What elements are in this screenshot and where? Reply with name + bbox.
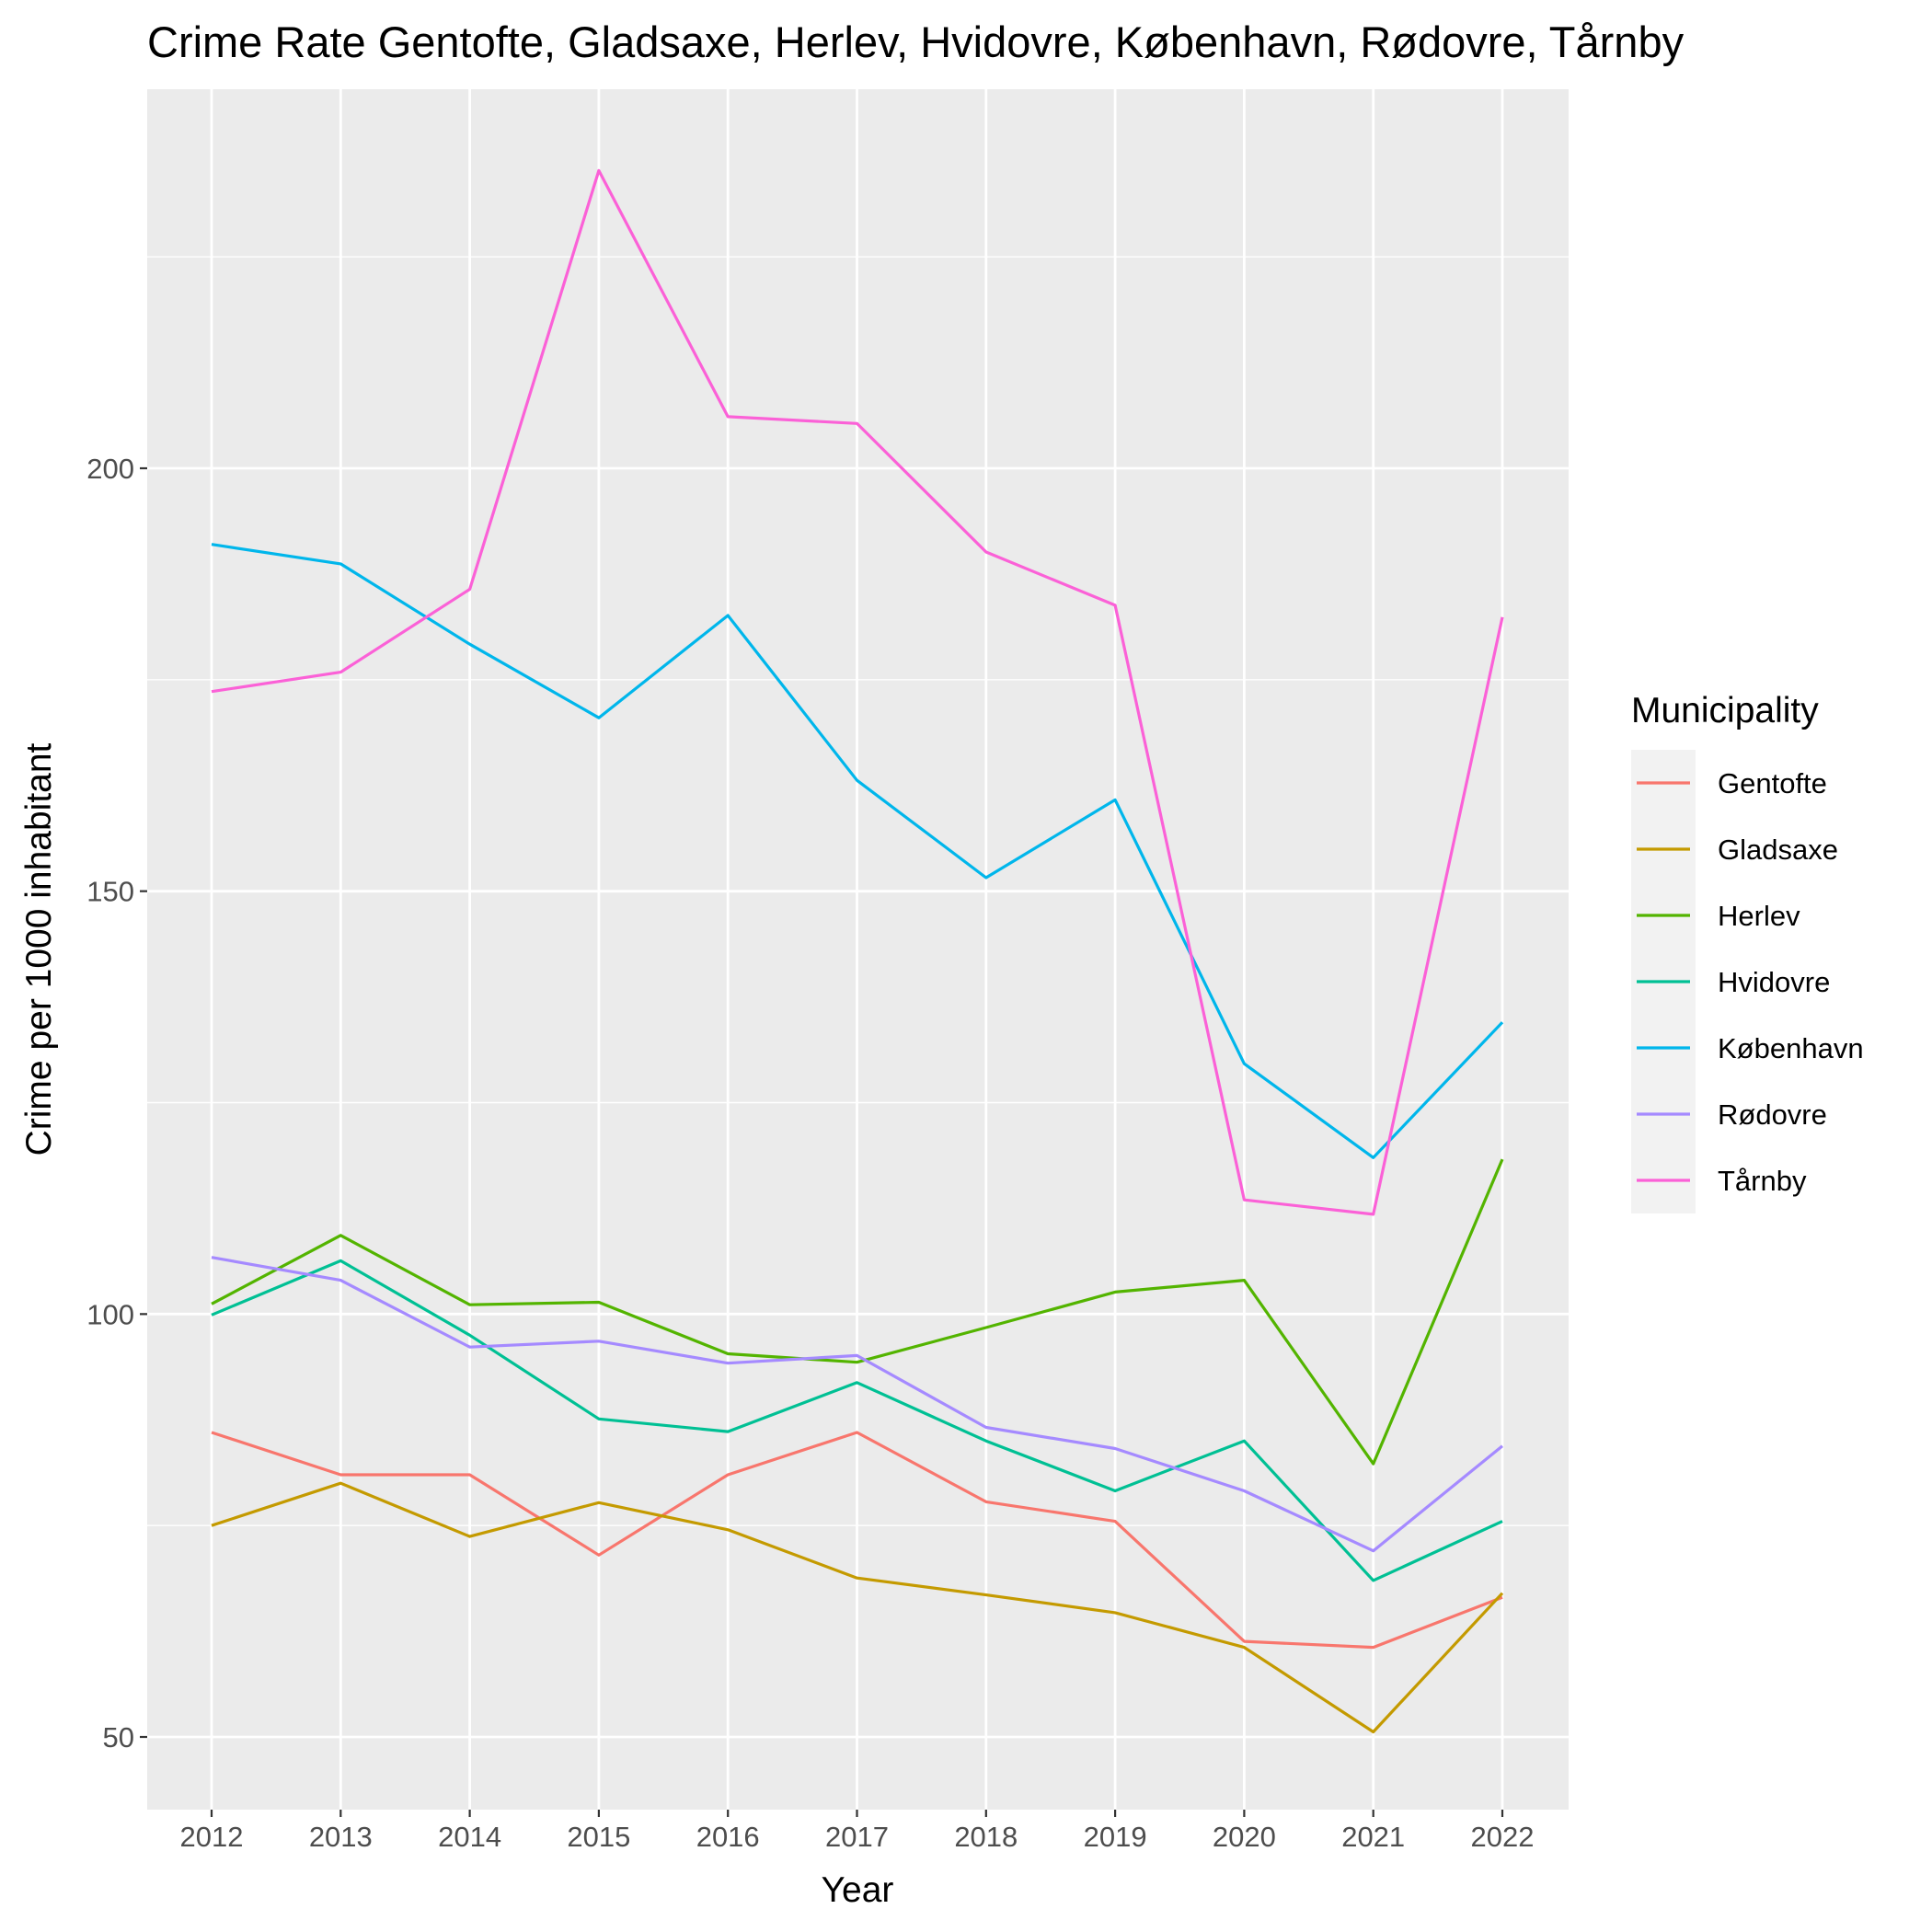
legend-label: Gladsaxe bbox=[1718, 834, 1838, 866]
legend-items: Gentofte Gladsaxe Herlev Hvidovre København R… bbox=[1637, 767, 1864, 1197]
legend-label: Hvidovre bbox=[1718, 966, 1830, 998]
legend-label: København bbox=[1718, 1032, 1864, 1064]
x-tick-label: 2013 bbox=[309, 1821, 373, 1853]
y-tick-label: 200 bbox=[86, 453, 134, 485]
x-tick-label: 2014 bbox=[438, 1821, 501, 1853]
y-tick-label: 150 bbox=[86, 876, 134, 908]
x-tick-label: 2018 bbox=[954, 1821, 1018, 1853]
series-line bbox=[211, 1259, 1503, 1582]
x-tick-label: 2020 bbox=[1213, 1821, 1276, 1853]
y-axis: 50 100 150 200 bbox=[86, 453, 147, 1754]
legend: Municipality Gentofte Gladsaxe Herlev Hvido… bbox=[1631, 691, 1864, 1213]
chart-title: Crime Rate Gentofte, Gladsaxe, Herlev, H… bbox=[147, 17, 1685, 66]
y-tick-label: 100 bbox=[86, 1298, 134, 1330]
x-tick-label: 2017 bbox=[825, 1821, 889, 1853]
legend-label: Rødovre bbox=[1718, 1098, 1827, 1131]
x-tick-label: 2012 bbox=[180, 1821, 244, 1853]
x-tick-label: 2015 bbox=[567, 1821, 630, 1853]
series-line bbox=[211, 168, 1504, 1216]
x-axis-title: Year bbox=[822, 1870, 894, 1910]
x-axis: 2012 2013 2014 2015 2016 2017 2018 2019 2020 2021… bbox=[180, 1810, 1535, 1853]
series-lines bbox=[211, 168, 1504, 1734]
x-tick-label: 2019 bbox=[1084, 1821, 1147, 1853]
y-tick-label: 50 bbox=[103, 1721, 134, 1754]
x-tick-label: 2016 bbox=[696, 1821, 760, 1853]
y-axis-title: Crime per 1000 inhabitant bbox=[19, 742, 59, 1156]
legend-label: Herlev bbox=[1718, 900, 1800, 932]
x-tick-label: 2021 bbox=[1341, 1821, 1405, 1853]
series-line bbox=[211, 1481, 1504, 1734]
legend-label: Tårnby bbox=[1718, 1165, 1807, 1197]
series-line bbox=[211, 1431, 1503, 1650]
legend-title: Municipality bbox=[1631, 691, 1819, 730]
x-tick-label: 2022 bbox=[1471, 1821, 1535, 1853]
series-line bbox=[211, 1256, 1504, 1553]
legend-label: Gentofte bbox=[1718, 767, 1827, 799]
series-line bbox=[211, 1158, 1504, 1466]
